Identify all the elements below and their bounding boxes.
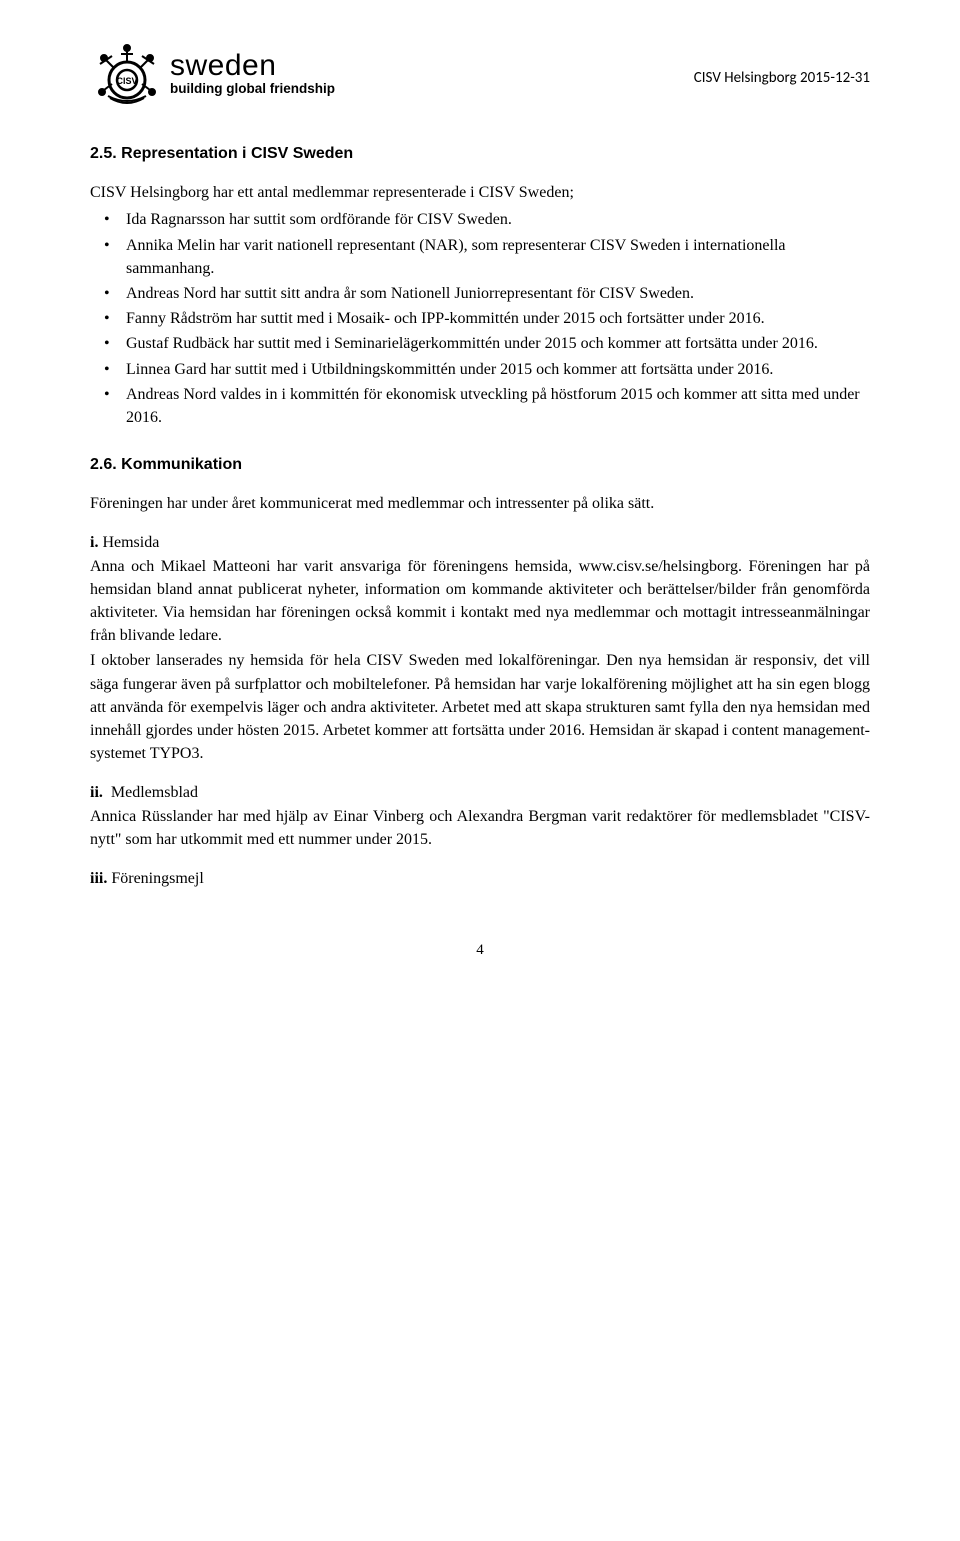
logo-tagline: building global friendship xyxy=(170,82,335,96)
subsection-i-label: i. xyxy=(90,534,98,551)
document-date: CISV Helsingborg 2015-12-31 xyxy=(694,40,870,90)
logo: CISV xyxy=(90,40,335,106)
subsection-ii-title: Medlemsblad xyxy=(111,784,198,801)
list-item: Andreas Nord har suttit sitt andra år so… xyxy=(90,282,870,305)
subsection-ii: ii. Medlemsblad Annica Rüsslander har me… xyxy=(90,781,870,851)
subsection-ii-para: Annica Rüsslander har med hjälp av Einar… xyxy=(90,808,870,848)
section-2-5-list: Ida Ragnarsson har suttit som ordförande… xyxy=(90,208,870,429)
logo-wordmark: sweden xyxy=(170,50,335,82)
section-2-6-intro: Föreningen har under året kommunicerat m… xyxy=(90,492,870,515)
subsection-iii: iii. Föreningsmejl xyxy=(90,867,870,890)
subsection-i-para2: I oktober lanserades ny hemsida för hela… xyxy=(90,649,870,765)
list-item: Andreas Nord valdes in i kommittén för e… xyxy=(90,383,870,429)
subsection-iii-title: Föreningsmejl xyxy=(111,870,203,887)
subsection-ii-label: ii. xyxy=(90,784,103,801)
list-item: Ida Ragnarsson har suttit som ordförande… xyxy=(90,208,870,231)
subsection-i-para1: Anna och Mikael Matteoni har varit ansva… xyxy=(90,558,870,645)
subsection-i-title: Hemsida xyxy=(102,534,159,551)
list-item: Fanny Rådström har suttit med i Mosaik- … xyxy=(90,307,870,330)
logo-text: sweden building global friendship xyxy=(170,50,335,96)
list-item: Linnea Gard har suttit med i Utbildnings… xyxy=(90,358,870,381)
cisv-emblem-icon: CISV xyxy=(90,40,164,106)
page-header: CISV xyxy=(90,40,870,106)
svg-text:CISV: CISV xyxy=(116,76,137,86)
page-number: 4 xyxy=(90,940,870,962)
subsection-iii-label: iii. xyxy=(90,870,107,887)
subsection-i: i. Hemsida Anna och Mikael Matteoni har … xyxy=(90,531,870,647)
list-item: Gustaf Rudbäck har suttit med i Seminari… xyxy=(90,332,870,355)
section-2-5-heading: 2.5. Representation i CISV Sweden xyxy=(90,142,870,165)
section-2-5-intro: CISV Helsingborg har ett antal medlemmar… xyxy=(90,181,870,204)
list-item: Annika Melin har varit nationell represe… xyxy=(90,234,870,280)
section-2-6-heading: 2.6. Kommunikation xyxy=(90,453,870,476)
